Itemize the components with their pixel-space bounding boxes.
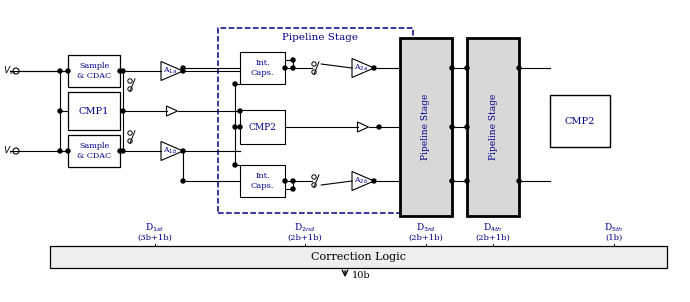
Text: D$_{5th}$: D$_{5th}$: [604, 222, 624, 234]
Bar: [68, 55, 120, 87]
Circle shape: [465, 66, 469, 70]
Circle shape: [233, 125, 237, 129]
Polygon shape: [357, 122, 368, 132]
Circle shape: [181, 69, 185, 73]
Circle shape: [450, 125, 454, 129]
Circle shape: [465, 179, 469, 183]
Text: Caps.: Caps.: [250, 182, 274, 190]
Text: (1b): (1b): [605, 234, 622, 242]
Bar: [400, 38, 452, 216]
Circle shape: [233, 82, 237, 86]
Text: & CDAC: & CDAC: [77, 152, 111, 160]
Text: D$_{2nd}$: D$_{2nd}$: [295, 222, 316, 234]
Text: (3b+1b): (3b+1b): [137, 234, 172, 242]
Circle shape: [181, 149, 185, 153]
Bar: [240, 165, 285, 197]
Text: (2b+1b): (2b+1b): [408, 234, 444, 242]
Circle shape: [291, 58, 295, 62]
Circle shape: [66, 149, 70, 153]
Text: $V_{\rm r}$: $V_{\rm r}$: [3, 145, 14, 157]
Circle shape: [517, 179, 521, 183]
Bar: [550, 95, 610, 147]
Text: CMP1: CMP1: [79, 107, 109, 115]
Bar: [218, 28, 413, 213]
Circle shape: [121, 69, 125, 73]
Text: D$_{3rd}$: D$_{3rd}$: [416, 222, 436, 234]
Circle shape: [66, 69, 70, 73]
Circle shape: [121, 149, 125, 153]
Text: D$_{1st}$: D$_{1st}$: [146, 222, 165, 234]
Text: Pipeline Stage: Pipeline Stage: [422, 94, 431, 160]
Text: Int.: Int.: [255, 59, 270, 67]
Text: A$_{2a}$: A$_{2a}$: [354, 63, 368, 73]
Text: (2b+1b): (2b+1b): [475, 234, 511, 242]
Circle shape: [291, 179, 295, 183]
Bar: [68, 135, 120, 167]
Text: (2b+1b): (2b+1b): [288, 234, 322, 242]
Text: Caps.: Caps.: [250, 69, 274, 77]
Circle shape: [377, 125, 381, 129]
Circle shape: [238, 125, 242, 129]
Text: & CDAC: & CDAC: [77, 72, 111, 80]
Polygon shape: [352, 59, 374, 78]
Text: D$_{4th}$: D$_{4th}$: [483, 222, 503, 234]
Circle shape: [517, 66, 521, 70]
Text: Pipeline Stage: Pipeline Stage: [489, 94, 497, 160]
Bar: [240, 110, 285, 144]
Text: A$_{1b}$: A$_{1b}$: [163, 146, 177, 156]
Circle shape: [58, 109, 62, 113]
Circle shape: [283, 66, 287, 70]
Polygon shape: [161, 62, 183, 81]
Circle shape: [450, 66, 454, 70]
Circle shape: [283, 179, 287, 183]
Circle shape: [465, 125, 469, 129]
Text: A$_{1a}$: A$_{1a}$: [163, 66, 177, 76]
Circle shape: [291, 187, 295, 191]
Text: A$_{2b}$: A$_{2b}$: [354, 176, 368, 186]
Circle shape: [372, 179, 376, 183]
Circle shape: [118, 149, 122, 153]
Text: Sample: Sample: [79, 142, 109, 150]
Text: Correction Logic: Correction Logic: [311, 252, 406, 262]
Circle shape: [291, 66, 295, 70]
Circle shape: [238, 109, 242, 113]
Circle shape: [118, 69, 122, 73]
Text: Int.: Int.: [255, 172, 270, 180]
Bar: [467, 38, 519, 216]
Circle shape: [372, 66, 376, 70]
Bar: [50, 246, 667, 268]
Circle shape: [121, 109, 125, 113]
Circle shape: [181, 66, 185, 70]
Text: CMP2: CMP2: [248, 123, 277, 131]
Polygon shape: [166, 106, 177, 116]
Circle shape: [233, 163, 237, 167]
Text: Pipeline Stage: Pipeline Stage: [282, 33, 359, 41]
Circle shape: [181, 179, 185, 183]
Polygon shape: [161, 142, 183, 160]
Bar: [240, 52, 285, 84]
Text: $V_{\rm in}$: $V_{\rm in}$: [3, 65, 17, 77]
Text: Sample: Sample: [79, 62, 109, 70]
Text: 10b: 10b: [352, 271, 371, 279]
Text: CMP2: CMP2: [565, 117, 595, 126]
Circle shape: [450, 179, 454, 183]
Polygon shape: [352, 172, 374, 191]
Circle shape: [58, 149, 62, 153]
Circle shape: [58, 69, 62, 73]
Bar: [68, 92, 120, 130]
